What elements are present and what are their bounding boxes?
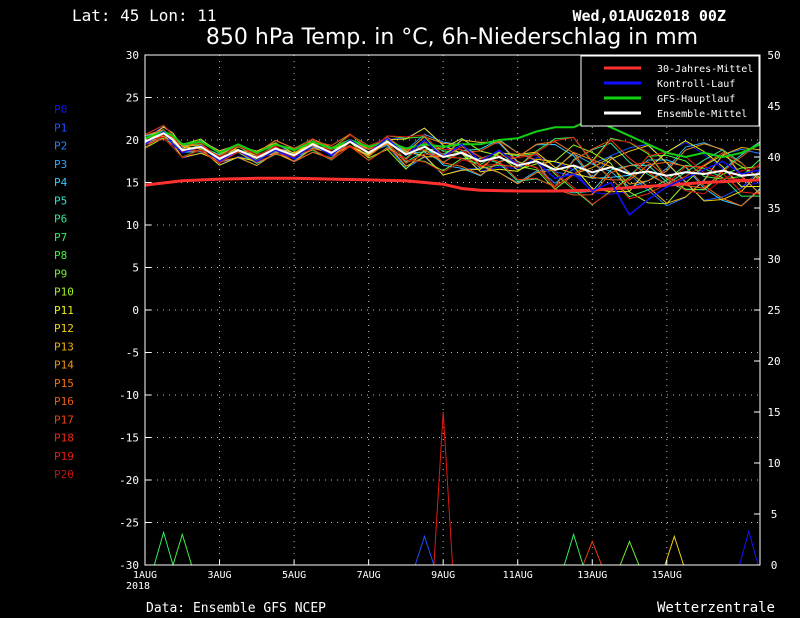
member-label: P17 (54, 413, 74, 426)
right-tick-label: 50 (767, 49, 780, 62)
precip-spike (433, 411, 453, 566)
ensemble-mean-line (144, 132, 761, 177)
left-tick-label: 25 (126, 92, 139, 105)
grid-lines (145, 55, 760, 565)
member-line (144, 129, 761, 196)
chart-title: 850 hPa Temp. in °C, 6h-Niederschlag in … (206, 25, 698, 50)
left-tick-label: 30 (126, 49, 139, 62)
reference-series (144, 117, 761, 216)
member-line (144, 124, 761, 205)
x-tick-label: 11AUG (503, 570, 533, 581)
legend: 30-Jahres-Mittel Kontroll-Lauf GFS-Hauptla… (580, 55, 760, 127)
right-tick-label: 35 (767, 202, 780, 215)
member-line (144, 137, 761, 205)
member-line (144, 126, 761, 193)
member-label: P0 (54, 103, 67, 116)
member-label: P5 (54, 194, 67, 207)
member-label: P4 (54, 176, 68, 189)
gfs-main-line (144, 117, 761, 159)
member-label: P8 (54, 249, 67, 262)
precipitation-series (153, 411, 759, 566)
x-tick-label: 5AUG (282, 570, 306, 581)
legend-label: GFS-Hauptlauf (657, 94, 735, 105)
member-label: P10 (54, 286, 74, 299)
member-line (144, 132, 761, 202)
member-label: P16 (54, 395, 74, 408)
x-tick-label: 1AUG (133, 570, 157, 581)
right-tick-label: 40 (767, 151, 780, 164)
x-tick-label: 3AUG (207, 570, 231, 581)
member-label: P20 (54, 468, 74, 481)
right-tick-label: 0 (771, 559, 778, 572)
precip-spike (563, 532, 584, 566)
x-year-label: 2018 (126, 581, 150, 592)
x-tick-label: 7AUG (357, 570, 381, 581)
right-tick-label: 25 (767, 304, 780, 317)
member-label: P7 (54, 231, 67, 244)
member-label: P15 (54, 377, 74, 390)
precip-spike (153, 530, 174, 566)
member-list: P0 P1 P2 P3 P4 P5 P6 P7 P8 P9 P10 P11 P12 P13 P14 P15 P1… (54, 103, 74, 481)
left-axis-ticks: 30 25 20 15 10 5 0 -5 -10 -15 -20 -25 -30 (119, 49, 151, 572)
climate-mean-line (144, 176, 761, 193)
x-tick-label: 13AUG (577, 570, 607, 581)
right-tick-label: 30 (767, 253, 780, 266)
left-tick-label: 15 (126, 177, 139, 190)
member-line (144, 133, 761, 195)
left-tick-label: -5 (126, 347, 139, 360)
left-tick-label: -10 (119, 389, 139, 402)
data-source-label: Data: Ensemble GFS NCEP (146, 601, 326, 616)
legend-label: Kontroll-Lauf (657, 79, 735, 90)
left-tick-label: 20 (126, 134, 139, 147)
brand-label: Wetterzentrale (657, 600, 775, 616)
left-tick-label: -30 (119, 559, 139, 572)
member-label: P1 (54, 121, 67, 134)
member-label: P2 (54, 140, 67, 153)
legend-label: 30-Jahres-Mittel (657, 64, 753, 75)
member-label: P14 (54, 359, 74, 372)
member-label: P9 (54, 267, 67, 280)
precip-spike (414, 534, 435, 566)
left-tick-label: 10 (126, 219, 139, 232)
run-date-label: Wed,01AUG2018 00Z (572, 7, 726, 25)
right-tick-label: 45 (767, 100, 780, 113)
left-tick-label: -15 (119, 432, 139, 445)
member-line (144, 134, 761, 195)
x-tick-label: 15AUG (652, 570, 682, 581)
right-tick-label: 15 (767, 406, 780, 419)
precip-spike (619, 540, 640, 566)
legend-label: Ensemble-Mittel (657, 109, 747, 120)
precip-spike (172, 532, 193, 566)
member-label: P11 (54, 304, 74, 317)
left-tick-label: 0 (132, 304, 139, 317)
x-tick-label: 9AUG (431, 570, 455, 581)
precip-spike (739, 529, 759, 566)
member-label: P19 (54, 450, 74, 463)
left-tick-label: -20 (119, 474, 139, 487)
precip-spike (664, 534, 685, 566)
member-label: P13 (54, 340, 74, 353)
left-tick-label: -25 (119, 517, 139, 530)
right-tick-label: 5 (771, 508, 778, 521)
member-label: P18 (54, 432, 74, 445)
left-tick-label: 5 (132, 262, 139, 275)
right-tick-label: 20 (767, 355, 780, 368)
location-label: Lat: 45 Lon: 11 (72, 6, 217, 25)
member-label: P12 (54, 322, 74, 335)
member-label: P6 (54, 213, 67, 226)
right-tick-label: 10 (767, 457, 780, 470)
x-axis-ticks: 1AUG 3AUG 5AUG 7AUG 9AUG 11AUG 13AUG 15AUG 2018 (126, 560, 682, 592)
precip-spike (582, 540, 603, 566)
member-label: P3 (54, 158, 67, 171)
